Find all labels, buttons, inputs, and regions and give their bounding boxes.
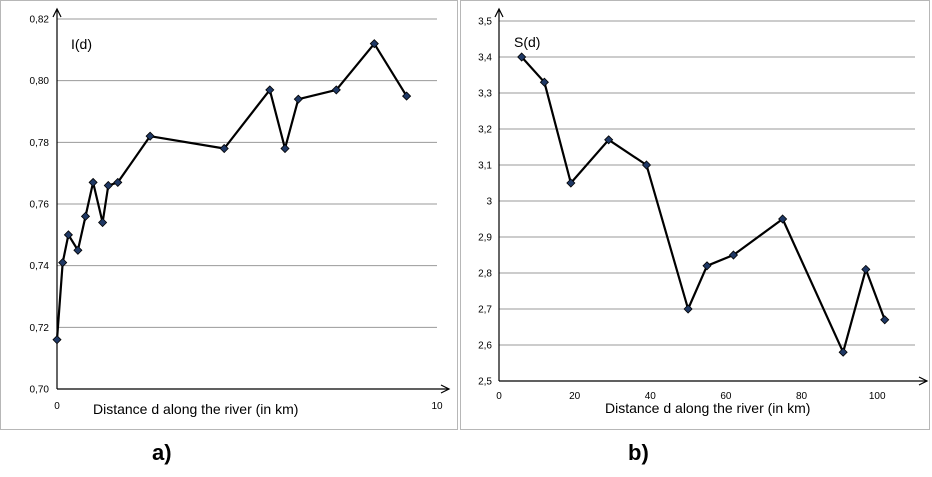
chart-b-y-axis-arrow	[494, 7, 504, 18]
chart-b-data-point	[683, 304, 693, 314]
chart-a-data-point	[402, 91, 412, 101]
subfigure-label-a: a)	[152, 440, 172, 465]
chart-b-data-point	[641, 160, 652, 170]
chart-a-data-point	[280, 143, 290, 154]
chart-b-y-tick-label: 3,3	[478, 89, 492, 100]
chart-a-data-point	[265, 85, 275, 95]
chart-b-data-point	[861, 264, 871, 274]
chart-b-data-point	[728, 250, 739, 260]
chart-b-data-point	[539, 77, 549, 87]
chart-b-x-tick-label: 100	[869, 391, 886, 402]
chart-a-y-axis-title: I(d)	[71, 36, 92, 52]
chart-b-data-point	[517, 52, 527, 62]
chart-b-y-tick-label: 2,9	[478, 233, 492, 244]
chart-b-y-tick-label: 3,4	[478, 53, 492, 64]
chart-b-x-tick-label: 20	[569, 391, 581, 402]
chart-a-y-tick-label: 0,80	[30, 76, 50, 87]
chart-a-x-axis-title: Distance d along the river (in km)	[93, 401, 298, 417]
chart-b-data-point	[604, 135, 614, 145]
chart-a-data-point	[145, 131, 155, 141]
chart-b-data-point	[566, 178, 576, 188]
chart-a-y-axis-arrow	[52, 7, 62, 18]
chart-b-y-tick-label: 3	[486, 197, 492, 208]
chart-a-y-tick-label: 0,74	[30, 261, 50, 272]
chart-panel-b: 2,5 2,6 2,7 2,8 2,9 3 3,1 3,2 3,3 3,4 3,5 0 20 40 60 80…	[460, 0, 930, 430]
chart-a-svg: 0,70 0,72 0,74 0,76 0,78 0,80 0,82 0 10 I(d) Dista…	[30, 7, 451, 417]
chart-a-data-point	[369, 39, 379, 49]
chart-b-y-axis-title: S(d)	[514, 34, 540, 50]
chart-a-data-point	[293, 94, 303, 104]
chart-b-svg: 2,5 2,6 2,7 2,8 2,9 3 3,1 3,2 3,3 3,4 3,5 0 20 40 60 80…	[478, 7, 929, 416]
chart-b-x-tick-label: 60	[720, 391, 732, 402]
chart-b-x-axis-title: Distance d along the river (in km)	[605, 400, 810, 416]
chart-a-data-point	[63, 230, 73, 240]
chart-a-x-tick-label: 10	[431, 401, 443, 412]
chart-b-y-tick-label: 2,7	[478, 305, 492, 316]
chart-a-data-point	[98, 217, 108, 228]
chart-b-y-tick-label: 2,8	[478, 269, 492, 280]
chart-a-data-point	[88, 177, 98, 187]
chart-a-y-tick-label: 0,78	[30, 138, 50, 149]
chart-b-data-point	[880, 315, 890, 325]
chart-b-y-tick-label: 3,2	[478, 125, 492, 136]
subfigure-label-b: b)	[628, 440, 649, 465]
chart-b-x-tick-label: 0	[496, 391, 502, 402]
chart-b-x-tick-label: 80	[796, 391, 808, 402]
chart-b-data-point	[838, 347, 848, 357]
chart-a-y-tick-label: 0,76	[30, 200, 50, 211]
chart-a-series-line	[55, 42, 408, 340]
chart-a-data-point	[113, 177, 123, 187]
chart-b-y-tick-label: 2,6	[478, 341, 492, 352]
chart-a-data-point	[80, 211, 91, 221]
chart-a-y-tick-label: 0,70	[30, 385, 50, 396]
chart-a-x-tick-label: 0	[54, 401, 60, 412]
chart-a-x-axis-arrow	[440, 384, 451, 394]
chart-a-y-tick-label: 0,82	[30, 15, 50, 26]
chart-a-data-point	[331, 85, 341, 95]
chart-panel-a: 0,70 0,72 0,74 0,76 0,78 0,80 0,82 0 10 I(d) Dista…	[0, 0, 458, 430]
chart-a-data-point	[103, 180, 113, 191]
chart-b-series-line	[520, 56, 886, 354]
chart-b-x-tick-label: 40	[645, 391, 657, 402]
chart-b-data-point	[702, 261, 712, 271]
chart-b-x-axis-arrow	[918, 376, 929, 386]
chart-b-y-tick-label: 3,5	[478, 17, 492, 28]
chart-b-data-point	[778, 214, 788, 224]
chart-b-y-tick-label: 2,5	[478, 377, 492, 388]
chart-a-data-point	[58, 258, 68, 268]
chart-a-y-tick-label: 0,72	[30, 323, 50, 334]
chart-a-data-point	[73, 245, 83, 255]
chart-a-data-point	[219, 143, 229, 154]
chart-a-data-point	[52, 335, 62, 345]
chart-b-y-tick-label: 3,1	[478, 161, 492, 172]
